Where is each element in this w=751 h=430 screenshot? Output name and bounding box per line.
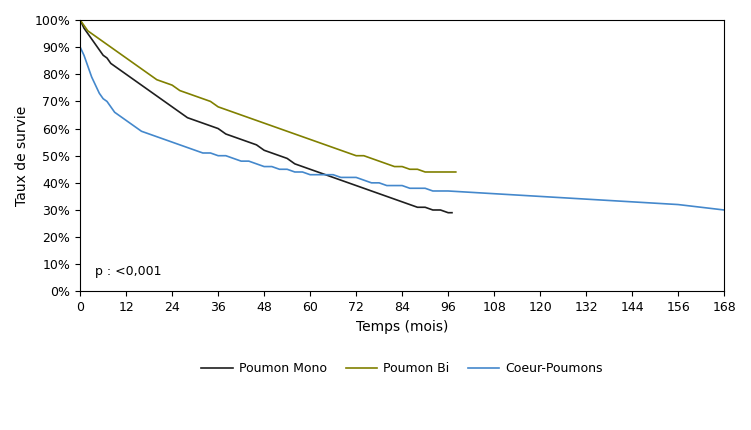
Coeur-Poumons [137, 129, 146, 134]
Coeur-Poumons [275, 167, 284, 172]
Text: p : <0,001: p : <0,001 [95, 265, 162, 278]
Line: Poumon Mono: Poumon Mono [80, 20, 452, 213]
Poumon Bi [183, 91, 192, 96]
Line: Poumon Bi: Poumon Bi [80, 20, 456, 172]
Poumon Bi [351, 153, 360, 158]
Poumon Mono [448, 210, 457, 215]
Poumon Mono [444, 210, 453, 215]
Legend: Poumon Mono, Poumon Bi, Coeur-Poumons: Poumon Mono, Poumon Bi, Coeur-Poumons [196, 357, 608, 381]
Poumon Bi [291, 132, 300, 137]
Poumon Mono [80, 25, 89, 31]
Coeur-Poumons [428, 188, 437, 194]
X-axis label: Temps (mois): Temps (mois) [356, 319, 448, 334]
Poumon Mono [267, 150, 276, 156]
Y-axis label: Taux de survie: Taux de survie [15, 106, 29, 206]
Poumon Bi [80, 23, 89, 28]
Poumon Mono [76, 18, 85, 23]
Poumon Mono [291, 161, 300, 166]
Line: Coeur-Poumons: Coeur-Poumons [80, 47, 724, 210]
Coeur-Poumons [191, 147, 200, 153]
Coeur-Poumons [122, 118, 131, 123]
Poumon Mono [351, 183, 360, 188]
Coeur-Poumons [719, 207, 728, 212]
Coeur-Poumons [76, 45, 85, 50]
Poumon Bi [451, 169, 460, 175]
Poumon Mono [183, 115, 192, 120]
Coeur-Poumons [306, 172, 315, 177]
Poumon Bi [421, 169, 430, 175]
Poumon Bi [76, 18, 85, 23]
Poumon Mono [306, 167, 315, 172]
Poumon Bi [267, 123, 276, 129]
Poumon Bi [306, 137, 315, 142]
